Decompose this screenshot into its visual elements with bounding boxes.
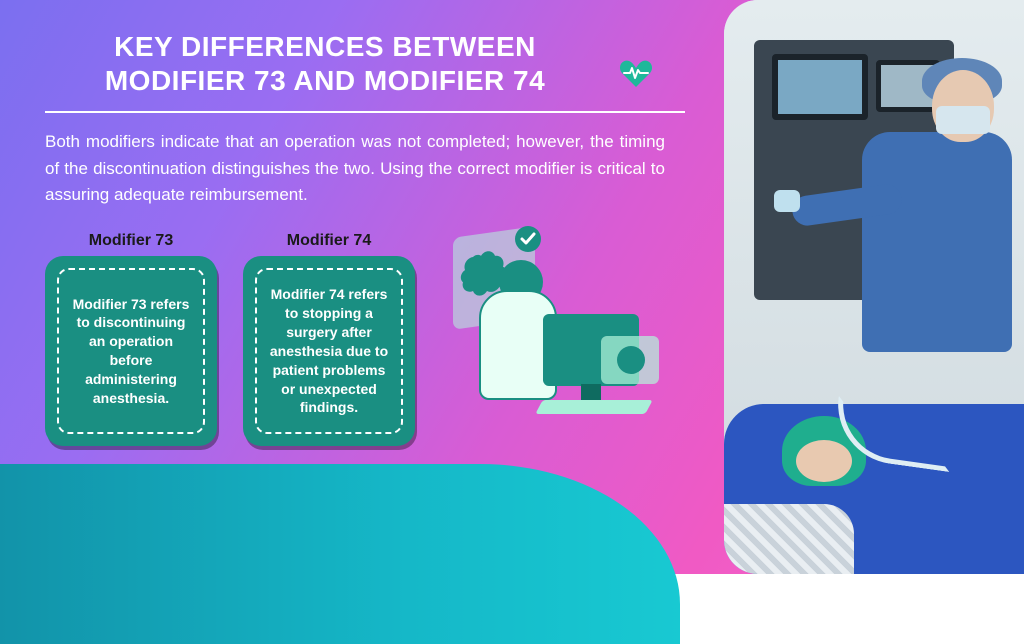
doctor-illustration — [445, 232, 655, 432]
title-row: KEY DIFFERENCES BETWEEN MODIFIER 73 AND … — [45, 30, 685, 97]
bottom-swoosh — [0, 464, 680, 644]
card-column-74: Modifier 74 Modifier 74 refers to stoppi… — [243, 232, 415, 446]
scrubs-body — [862, 132, 1012, 352]
monitor-screen-icon — [772, 54, 868, 120]
card-text: Modifier 73 refers to discontinuing an o… — [67, 295, 195, 408]
keyboard-icon — [535, 400, 652, 414]
anesthesiologist-figure — [862, 70, 1012, 370]
check-badge-icon — [515, 226, 541, 252]
heart-pulse-icon — [619, 58, 653, 88]
surgical-mask-icon — [936, 106, 990, 134]
patient-face — [796, 440, 852, 482]
card-inner-border: Modifier 73 refers to discontinuing an o… — [57, 268, 205, 434]
title-divider — [45, 111, 685, 113]
content-area: KEY DIFFERENCES BETWEEN MODIFIER 73 AND … — [45, 30, 685, 446]
card-column-73: Modifier 73 Modifier 73 refers to discon… — [45, 232, 217, 446]
glove-hand — [774, 190, 800, 212]
card-label: Modifier 74 — [287, 232, 371, 250]
patient-gown — [724, 504, 854, 574]
or-photo-panel — [724, 0, 1024, 574]
modifier-74-card: Modifier 74 refers to stopping a surgery… — [243, 256, 415, 446]
page-title: KEY DIFFERENCES BETWEEN MODIFIER 73 AND … — [45, 30, 605, 97]
card-label: Modifier 73 — [89, 232, 173, 250]
cards-row: Modifier 73 Modifier 73 refers to discon… — [45, 232, 685, 446]
card-text: Modifier 74 refers to stopping a surgery… — [265, 285, 393, 417]
intro-paragraph: Both modifiers indicate that an operatio… — [45, 129, 685, 208]
modifier-73-card: Modifier 73 refers to discontinuing an o… — [45, 256, 217, 446]
card-inner-border: Modifier 74 refers to stopping a surgery… — [255, 268, 403, 434]
